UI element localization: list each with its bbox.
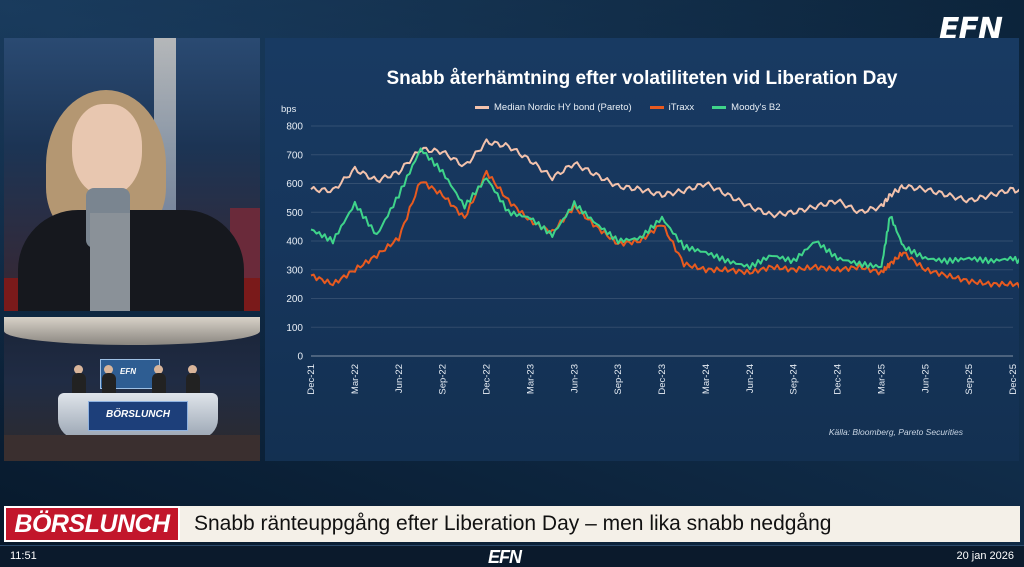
x-tick-label: Jun-24 — [745, 364, 756, 393]
y-tick-label: 400 — [286, 237, 303, 248]
series-line-median-nordic-hy-bond-pareto- — [310, 138, 1019, 219]
y-axis-unit: bps — [281, 104, 297, 115]
host-figure — [72, 373, 86, 397]
x-tick-label: Jun-22 — [394, 364, 405, 393]
x-tick-label: Mar-24 — [701, 364, 712, 394]
chart-source: Källa: Bloomberg, Pareto Securities — [828, 427, 963, 437]
x-tick-label: Jun-23 — [569, 364, 580, 393]
x-tick-label: Mar-23 — [525, 364, 536, 394]
legend-item: Moody's B2 — [712, 102, 781, 113]
studio-floor — [4, 435, 260, 461]
lower-third: BÖRSLUNCH Snabb ränteuppgång efter Liber… — [4, 506, 1020, 542]
guest-head — [188, 365, 197, 374]
series-line-moody-s-b2 — [310, 147, 1019, 270]
desk-show-label: BÖRSLUNCH — [106, 409, 170, 420]
x-tick-label: Dec-21 — [306, 364, 317, 395]
y-tick-label: 300 — [286, 265, 303, 276]
studio-screen-logo: EFN — [120, 367, 136, 376]
bottom-ticker-bar: 11:51 EFN 20 jan 2026 — [0, 545, 1024, 567]
x-tick-label: Sep-23 — [613, 364, 624, 395]
line-chart: 0 100 200 300 400 500 600 700 800 Dec-21 Mar-22 Jun… — [286, 122, 1019, 395]
desk-front-panel — [88, 401, 188, 431]
guest-figure — [102, 373, 116, 397]
guest-figure — [186, 373, 200, 397]
studio-wide-shot: EFN BÖRSLUNCH — [4, 317, 260, 461]
y-tick-label: 500 — [286, 208, 303, 219]
chart-panel: Snabb återhämtning efter volatiliteten v… — [265, 38, 1019, 461]
legend-label: Median Nordic HY bond (Pareto) — [494, 102, 632, 113]
clock-time: 11:51 — [10, 550, 37, 562]
broadcast-date: 20 jan 2026 — [956, 550, 1015, 562]
x-tick-label: Dec-22 — [482, 364, 493, 395]
presenter-jacket — [18, 210, 244, 311]
y-tick-label: 100 — [286, 323, 303, 334]
y-tick-label: 700 — [286, 150, 303, 161]
series-line-itraxx — [310, 169, 1019, 289]
x-tick-label: Jun-25 — [920, 364, 931, 393]
presenter-face — [72, 104, 142, 196]
guest-figure — [152, 373, 166, 397]
efn-logo-small: EFN — [488, 547, 522, 567]
x-tick-label: Mar-25 — [876, 364, 887, 394]
legend-swatch — [712, 106, 727, 109]
legend-item: Median Nordic HY bond (Pareto) — [475, 102, 632, 113]
guest-head — [154, 365, 163, 374]
presenter-video — [4, 38, 260, 311]
headline-text: Snabb ränteuppgång efter Liberation Day … — [180, 506, 1020, 542]
y-tick-label: 200 — [286, 294, 303, 305]
studio-ceiling — [4, 317, 260, 345]
guest-head — [104, 365, 113, 374]
y-tick-label: 0 — [297, 352, 303, 363]
x-tick-label: Sep-24 — [789, 364, 800, 395]
presenter-sweater — [90, 213, 130, 311]
chart-title: Snabb återhämtning efter volatiliteten v… — [386, 68, 898, 89]
x-tick-label: Sep-25 — [964, 364, 975, 395]
legend-swatch — [649, 106, 664, 109]
legend-item: iTraxx — [649, 102, 695, 113]
x-tick-label: Sep-22 — [438, 364, 449, 395]
x-tick-label: Dec-23 — [657, 364, 668, 395]
y-tick-label: 600 — [286, 179, 303, 190]
x-tick-label: Dec-25 — [1008, 364, 1019, 395]
x-tick-label: Dec-24 — [833, 364, 844, 395]
y-tick-label: 800 — [286, 122, 303, 133]
legend-label: Moody's B2 — [731, 102, 781, 113]
chart-legend: Median Nordic HY bond (Pareto) iTraxx Mo… — [475, 102, 781, 113]
legend-label: iTraxx — [668, 102, 695, 113]
show-name-badge: BÖRSLUNCH — [4, 506, 180, 542]
host-head — [74, 365, 83, 374]
x-tick-label: Mar-22 — [350, 364, 361, 394]
legend-swatch — [475, 106, 489, 109]
